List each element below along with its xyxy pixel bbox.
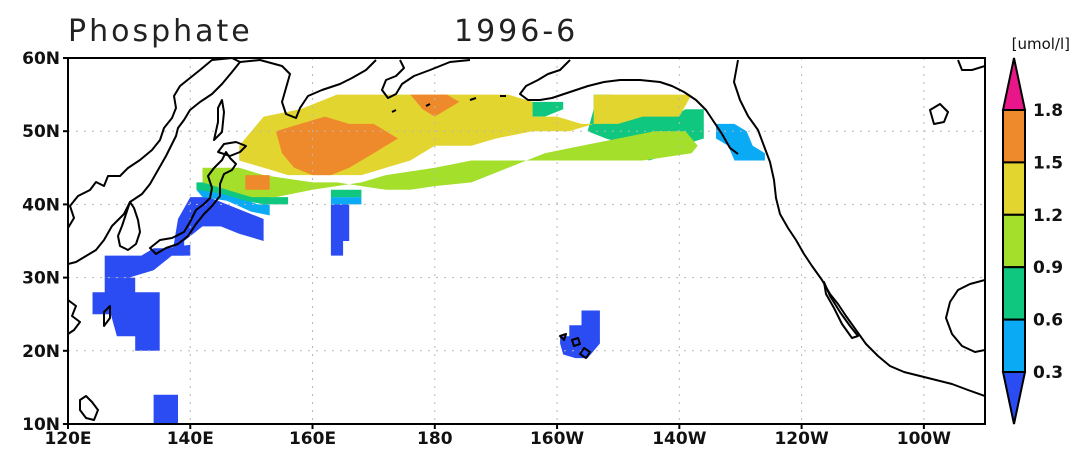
coast-hawaii xyxy=(559,333,591,359)
lat-label-1: 20N xyxy=(22,342,60,362)
colorbar-box-1 xyxy=(1002,161,1026,216)
lon-label-0: 120E xyxy=(44,429,91,449)
field-region-bin5-2 xyxy=(245,175,270,190)
colorbar-extend-max xyxy=(1001,57,1027,111)
colorbar-box-4 xyxy=(1002,318,1026,374)
lon-label-2: 160E xyxy=(289,429,336,449)
latitude-labels: 10N 20N 30N 40N 50N 60N xyxy=(22,49,68,435)
coast-north-america xyxy=(733,59,985,397)
coastlines xyxy=(68,58,985,421)
lon-label-5: 140W xyxy=(652,429,706,449)
colorbar-box-2 xyxy=(1002,213,1026,269)
coast-kamchatka xyxy=(239,59,377,119)
field-region-bin0-1 xyxy=(92,277,178,424)
lat-label-3: 40N xyxy=(22,195,60,215)
units-label: [umol/l] xyxy=(1012,35,1070,53)
field-region-bin1-2 xyxy=(716,123,765,161)
colorbar-box-0 xyxy=(1002,109,1026,164)
lat-label-0: 10N xyxy=(22,415,60,435)
field-region-bin5-0 xyxy=(275,116,399,176)
colorbar-box-3 xyxy=(1002,266,1026,321)
map-title-date: 1996-6 xyxy=(454,14,578,49)
colorbar-label-2: 0.9 xyxy=(1033,258,1063,278)
coast-japan xyxy=(149,151,237,255)
field-region-bin1-1 xyxy=(330,197,362,205)
longitude-labels: 120E 140E 160E 180 160W 140W 120W 100W xyxy=(44,424,951,449)
map-grid xyxy=(68,58,985,424)
field-region-bin2-3 xyxy=(526,101,564,117)
colorbar-label-5: 1.8 xyxy=(1033,101,1063,121)
coast-gulf xyxy=(945,279,985,353)
lon-label-7: 100W xyxy=(897,429,951,449)
map-title-variable: Phosphate xyxy=(68,14,253,49)
coast-baja xyxy=(823,281,859,339)
lat-label-5: 60N xyxy=(22,49,60,69)
colorbar: 0.3 0.6 0.9 1.2 1.5 1.8 xyxy=(1001,57,1063,425)
field-region-bin2-1 xyxy=(330,189,362,198)
coast-china-south xyxy=(68,299,81,335)
lon-label-4: 160W xyxy=(530,429,584,449)
colorbar-extend-min xyxy=(1001,371,1027,425)
field-region-bin0-4 xyxy=(560,310,600,359)
field-region-bin0-0 xyxy=(104,244,191,278)
coast-aleutians xyxy=(391,95,506,113)
coast-asia xyxy=(68,58,241,265)
phosphate-field xyxy=(92,94,765,424)
lon-label-3: 180 xyxy=(417,429,453,449)
coast-hokkaido xyxy=(217,141,247,157)
coast-alaska xyxy=(519,59,739,155)
lon-label-6: 120W xyxy=(774,429,828,449)
colorbar-label-0: 0.3 xyxy=(1033,363,1063,383)
coast-korea xyxy=(117,201,141,251)
colorbar-label-1: 0.6 xyxy=(1033,311,1063,331)
colorbar-label-4: 1.5 xyxy=(1033,153,1063,173)
coast-siberia-east xyxy=(381,59,471,99)
field-region-bin5-1 xyxy=(410,94,460,117)
coast-hudson xyxy=(929,103,949,125)
field-region-bin1-0 xyxy=(196,189,270,216)
coast-luzon xyxy=(79,395,99,421)
colorbar-label-3: 1.2 xyxy=(1033,206,1063,226)
lon-label-1: 140E xyxy=(167,429,214,449)
field-region-bin3-0 xyxy=(202,131,698,198)
lat-label-4: 50N xyxy=(22,122,60,142)
coast-northeast xyxy=(957,59,985,71)
field-region-bin0-3 xyxy=(330,204,350,256)
map-frame xyxy=(67,57,986,425)
coast-taiwan xyxy=(103,305,111,327)
coast-sakhalin xyxy=(213,99,225,141)
lat-label-2: 30N xyxy=(22,269,60,289)
